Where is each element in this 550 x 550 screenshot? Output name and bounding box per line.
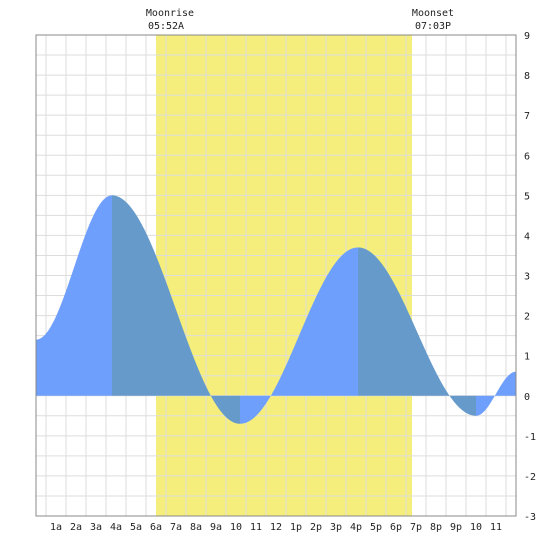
x-tick-label: 5a (130, 522, 142, 533)
y-tick-label: 8 (524, 71, 530, 82)
y-tick-label: -1 (524, 432, 536, 443)
x-tick-label: 10 (470, 522, 482, 533)
y-tick-label: 3 (524, 272, 530, 283)
y-tick-label: 0 (524, 392, 530, 403)
x-tick-label: 8p (430, 522, 442, 533)
tide-segment-flood (476, 371, 516, 416)
x-tick-label: 9p (450, 522, 462, 533)
x-tick-label: 11 (250, 522, 262, 533)
y-axis-ticks: -3 -2 -1 0 1 2 3 4 5 6 7 8 9 (524, 31, 536, 523)
x-tick-label: 2a (70, 522, 82, 533)
x-tick-label: 7p (410, 522, 422, 533)
y-tick-label: 6 (524, 151, 530, 162)
moonrise-label: Moonrise (146, 8, 194, 19)
tide-segment-flood (36, 195, 112, 396)
y-tick-label: 4 (524, 231, 530, 242)
x-tick-label: 8a (190, 522, 202, 533)
y-tick-label: 7 (524, 111, 530, 122)
tide-segment-flood (240, 247, 358, 424)
x-tick-label: 4p (350, 522, 362, 533)
x-tick-label: 4a (110, 522, 122, 533)
x-tick-label: 11 (490, 522, 502, 533)
x-tick-label: 7a (170, 522, 182, 533)
x-axis-ticks: 1a 2a 3a 4a 5a 6a 7a 8a 9a 10 11 12 1p 2p 3p 4p 5p 6p 7p 8p… (50, 522, 502, 533)
x-tick-label: 10 (230, 522, 242, 533)
y-tick-label: 5 (524, 191, 530, 202)
tide-area (36, 195, 516, 424)
tide-segment-ebb (358, 247, 476, 416)
plot-frame (35, 34, 517, 517)
x-tick-label: 3a (90, 522, 102, 533)
x-tick-label: 1a (50, 522, 62, 533)
x-tick-label: 6p (390, 522, 402, 533)
x-tick-label: 3p (330, 522, 342, 533)
moonset-time: 07:03P (415, 21, 451, 32)
y-tick-label: -3 (524, 512, 536, 523)
x-tick-label: 6a (150, 522, 162, 533)
moonrise-time: 05:52A (148, 21, 184, 32)
x-tick-label: 1p (290, 522, 302, 533)
y-tick-label: 9 (524, 31, 530, 42)
y-tick-label: -2 (524, 472, 536, 483)
x-tick-label: 5p (370, 522, 382, 533)
grid-lines (36, 35, 516, 516)
y-tick-label: 1 (524, 352, 530, 363)
x-tick-label: 9a (210, 522, 222, 533)
tide-segment-ebb (112, 195, 240, 424)
x-tick-label: 12 (270, 522, 282, 533)
moonset-label: Moonset (412, 8, 454, 19)
x-tick-label: 2p (310, 522, 322, 533)
y-tick-label: 2 (524, 312, 530, 323)
